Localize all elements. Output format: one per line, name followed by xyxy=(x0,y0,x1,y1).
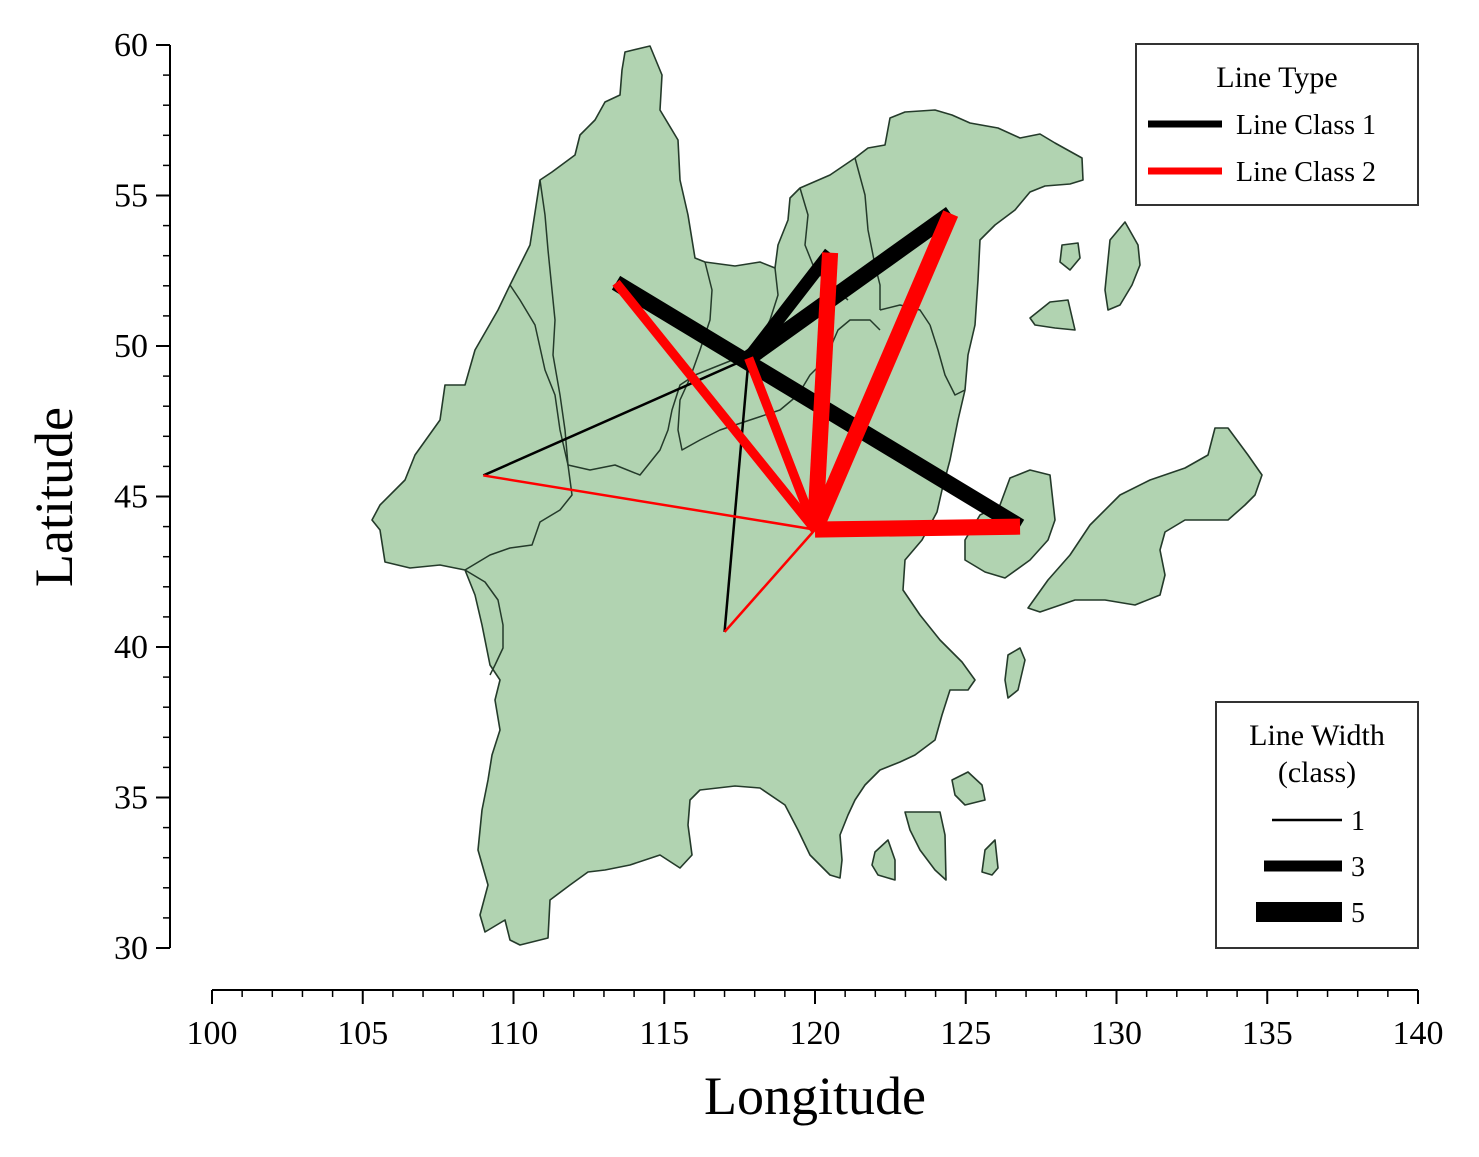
border-east-1 xyxy=(929,324,966,396)
edge-class2-9 xyxy=(814,518,1021,538)
island-northeast-3 xyxy=(1029,299,1076,331)
legend-line-width-subtitle: (class) xyxy=(1278,756,1356,789)
border-west-2 xyxy=(464,569,504,676)
island-south-2 xyxy=(904,811,947,881)
border-central-2 xyxy=(677,261,881,451)
edges-layer xyxy=(482,207,1025,633)
legend-line-type: Line Type Line Class 1 Line Class 2 xyxy=(1135,43,1419,206)
x-tick-label: 130 xyxy=(1091,1015,1142,1052)
island-northeast-2 xyxy=(1104,221,1141,311)
x-tick-label: 120 xyxy=(790,1015,841,1052)
x-tick-label: 105 xyxy=(337,1015,388,1052)
edge-class1-2 xyxy=(743,248,836,362)
edge-class1-3 xyxy=(482,356,750,477)
edge-class2-8 xyxy=(807,210,959,533)
edge-class2-7 xyxy=(806,252,839,531)
y-tick-label: 45 xyxy=(114,479,148,516)
edge-class1-1 xyxy=(743,207,956,365)
island-south-3 xyxy=(871,839,896,881)
x-tick-label: 115 xyxy=(639,1015,689,1052)
x-tick-label: 100 xyxy=(187,1015,238,1052)
x-tick-label: 125 xyxy=(940,1015,991,1052)
legend-line-type-title: Line Type xyxy=(1216,61,1337,94)
island-east-2 xyxy=(1027,427,1263,613)
x-axis-title: Longitude xyxy=(704,1066,926,1126)
border-north-1 xyxy=(854,157,881,310)
y-axis-title: Latitude xyxy=(24,407,84,587)
legend-line-width-label: 5 xyxy=(1351,898,1365,929)
legend-line-type-label: Line Class 1 xyxy=(1236,110,1376,141)
y-tick-label: 60 xyxy=(114,27,148,64)
legend-line-type-label: Line Class 2 xyxy=(1236,157,1376,188)
edge-class2-11 xyxy=(723,528,816,633)
edge-class2-5 xyxy=(612,279,819,533)
island-northeast-1 xyxy=(1059,242,1081,271)
legend-line-width-title: Line Width xyxy=(1249,719,1385,752)
edge-class1-4 xyxy=(723,357,750,633)
border-west-1 xyxy=(464,284,573,571)
y-tick-label: 50 xyxy=(114,328,148,365)
legend-line-width-label: 1 xyxy=(1351,806,1365,837)
border-central-1 xyxy=(539,179,746,476)
island-east-3 xyxy=(1004,647,1026,699)
edge-class2-10 xyxy=(483,474,816,531)
y-tick-label: 30 xyxy=(114,930,148,967)
y-tick-label: 35 xyxy=(114,780,148,817)
x-tick-label: 110 xyxy=(489,1015,539,1052)
island-south-4 xyxy=(981,839,999,876)
legend-line-width-label: 3 xyxy=(1351,852,1365,883)
legend-line-width: Line Width (class) 1 3 5 xyxy=(1215,701,1419,949)
x-tick-label: 140 xyxy=(1393,1015,1444,1052)
legends-layer: Line Type Line Class 1 Line Class 2 Line Wi… xyxy=(1135,43,1419,949)
edge-class2-6 xyxy=(744,356,820,532)
y-tick-label: 40 xyxy=(114,629,148,666)
y-tick-label: 55 xyxy=(114,178,148,215)
island-south-1 xyxy=(951,771,986,806)
axes-layer: 100 105 110 115 120 125 130 135 1403035404550556… xyxy=(24,27,1444,1126)
x-tick-label: 135 xyxy=(1242,1015,1293,1052)
